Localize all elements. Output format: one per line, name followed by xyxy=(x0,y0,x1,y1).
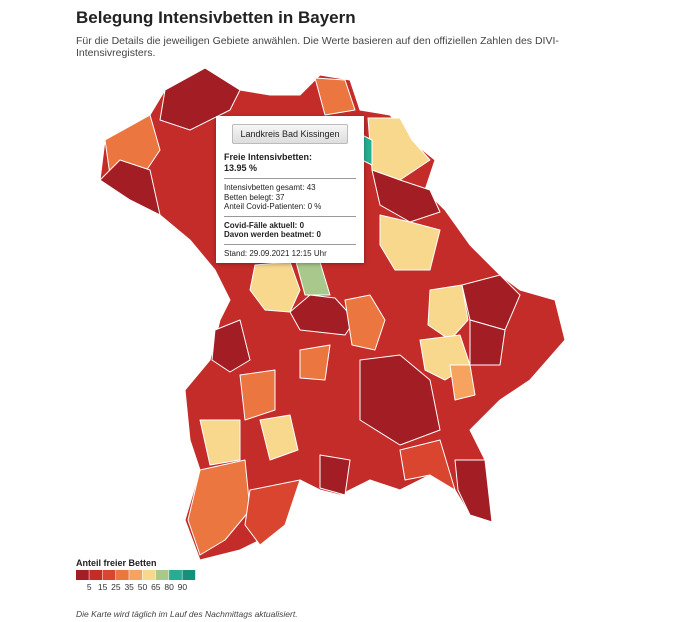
legend-title: Anteil freier Betten xyxy=(76,558,157,568)
legend-label: 15 xyxy=(98,582,108,592)
tooltip-heading: Freie Intensivbetten: xyxy=(224,152,313,162)
legend-swatch xyxy=(129,570,142,580)
legend-label: 50 xyxy=(138,582,148,592)
legend-label: 90 xyxy=(178,582,188,592)
tooltip-line: Intensivbetten gesamt: 43 xyxy=(224,183,316,192)
legend-swatch xyxy=(142,570,156,580)
legend-swatch xyxy=(155,570,169,580)
region[interactable] xyxy=(159,67,241,131)
legend-label: 80 xyxy=(164,582,174,592)
separator xyxy=(224,215,356,217)
tooltip-stand: Stand: 29.09.2021 12:15 Uhr xyxy=(224,248,327,258)
region[interactable] xyxy=(211,319,251,373)
separator xyxy=(224,243,356,245)
separator xyxy=(224,178,356,179)
map xyxy=(99,67,566,560)
region[interactable] xyxy=(299,344,331,381)
region[interactable] xyxy=(399,439,456,491)
region[interactable] xyxy=(449,364,476,401)
legend-label: 25 xyxy=(111,582,121,592)
region[interactable] xyxy=(99,159,161,216)
region[interactable] xyxy=(359,354,441,446)
region[interactable] xyxy=(454,459,493,523)
region[interactable] xyxy=(239,369,276,421)
subtitle: Für die Details die jeweiligen Gebiete a… xyxy=(76,35,559,59)
footnote: Die Karte wird täglich im Lauf des Nachm… xyxy=(76,609,298,619)
region[interactable] xyxy=(427,284,469,341)
region[interactable] xyxy=(199,419,241,466)
legend-label: 65 xyxy=(151,582,161,592)
region[interactable] xyxy=(187,459,251,556)
tooltip: Landkreis Bad Kissingen Freie Intensivbe… xyxy=(216,116,364,263)
region[interactable] xyxy=(344,294,386,351)
region[interactable] xyxy=(469,319,506,366)
tooltip-line: Anteil Covid-Patienten: 0 % xyxy=(224,202,322,211)
region[interactable] xyxy=(371,169,441,223)
region[interactable] xyxy=(379,214,441,271)
legend-swatch xyxy=(102,570,116,580)
tooltip-value: 13.95 % xyxy=(224,163,258,173)
tooltip-line: Betten belegt: 37 xyxy=(224,192,285,202)
region[interactable] xyxy=(244,479,301,546)
region[interactable] xyxy=(319,454,351,496)
legend-swatch xyxy=(115,570,129,580)
legend-swatch xyxy=(89,570,103,580)
tooltip-line: Covid-Fälle aktuell: 0 xyxy=(224,220,305,230)
legend-swatch xyxy=(169,570,182,580)
tooltip-line: Davon werden beatmet: 0 xyxy=(224,230,321,239)
legend-swatch xyxy=(76,570,89,580)
tooltip-button[interactable]: Landkreis Bad Kissingen xyxy=(232,124,348,144)
legend-label: 5 xyxy=(87,582,92,592)
legend: 5 15 25 35 50 65 80 90 xyxy=(76,570,196,592)
legend-label: 35 xyxy=(124,582,134,592)
region[interactable] xyxy=(314,77,356,116)
title: Belegung Intensivbetten in Bayern xyxy=(76,8,356,27)
region[interactable] xyxy=(461,274,521,331)
legend-swatch xyxy=(182,570,196,580)
region[interactable] xyxy=(259,414,299,461)
